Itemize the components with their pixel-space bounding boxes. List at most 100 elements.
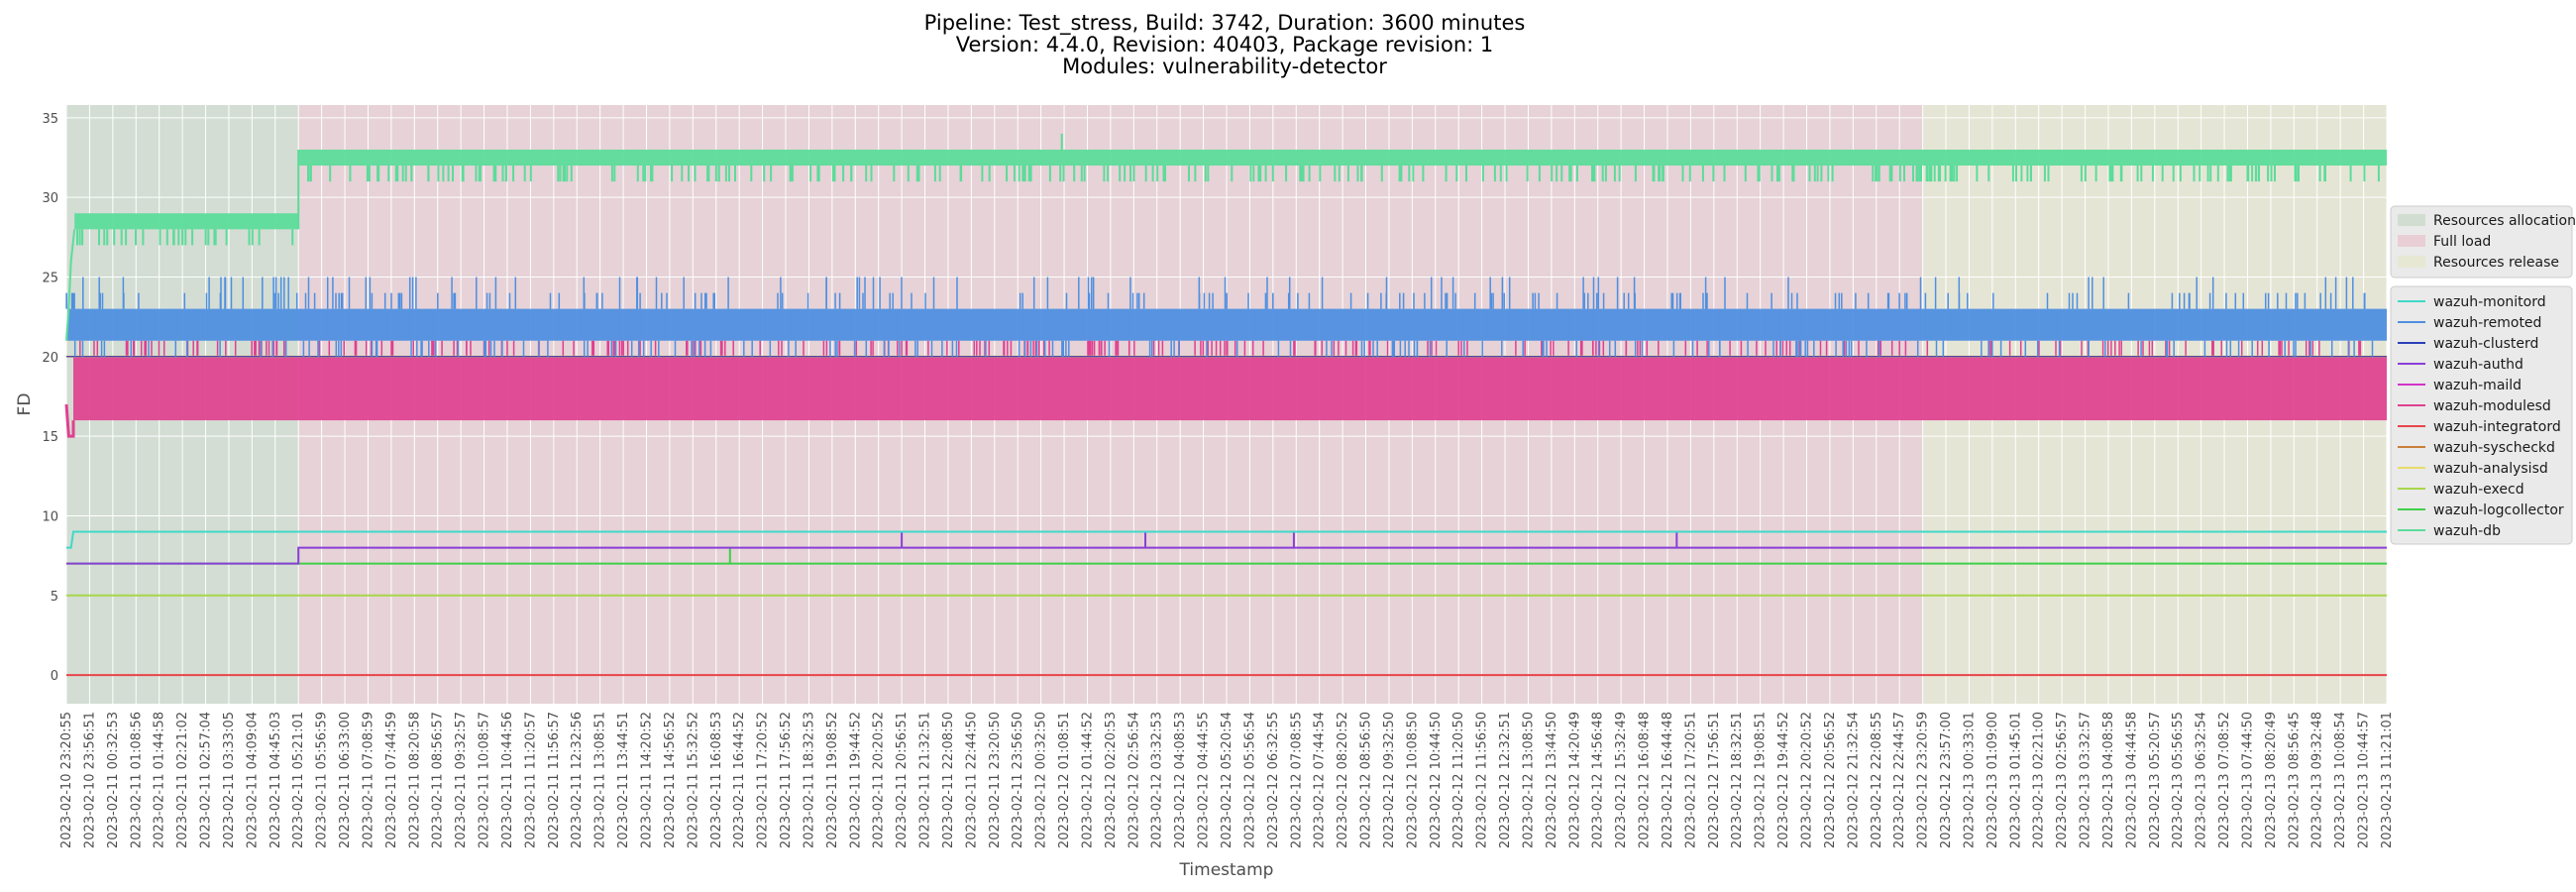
y-tick-label: 25: [42, 271, 58, 285]
x-tick-label: 2023-02-12 13:44:50: [1545, 712, 1559, 848]
series-band: [67, 308, 2388, 341]
series-legend: wazuh-monitord wazuh-remoted wazuh-cluster…: [2390, 285, 2573, 545]
x-tick-label: 2023-02-12 04:08:53: [1173, 712, 1188, 848]
x-tick-label: 2023-02-11 00:32:53: [106, 712, 121, 848]
x-tick-label: 2023-02-11 19:08:52: [825, 712, 840, 848]
x-tick-label: 2023-02-11 12:32:56: [570, 712, 585, 848]
series-band: [73, 356, 2388, 421]
phase-legend: Resources allocation Full load Resources r…: [2390, 205, 2576, 279]
x-tick-label: 2023-02-13 10:08:54: [2333, 712, 2348, 848]
x-tick-label: 2023-02-11 05:56:59: [315, 712, 330, 848]
x-tick-label: 2023-02-12 20:56:52: [1823, 712, 1838, 848]
phase-legend-swatch: [2398, 235, 2425, 247]
x-tick-label: 2023-02-11 13:44:51: [616, 712, 631, 848]
y-tick-labels: 0 5 10 15 20 25 30 35: [42, 112, 58, 684]
x-tick-label: 2023-02-12 16:44:48: [1661, 712, 1675, 848]
x-tick-label: 2023-02-12 00:32:50: [1034, 712, 1049, 848]
x-tick-label: 2023-02-11 05:21:01: [291, 712, 306, 848]
series-spikes: [76, 229, 294, 246]
x-tick-label: 2023-02-12 01:08:51: [1057, 712, 1072, 848]
x-tick-label: 2023-02-11 11:56:57: [547, 712, 562, 848]
chart-title: Pipeline: Test_stress, Build: 3742, Dura…: [924, 11, 1526, 78]
x-tick-label: 2023-02-12 06:32:55: [1266, 712, 1281, 848]
x-tick-label: 2023-02-12 05:56:54: [1242, 712, 1257, 848]
series-legend-label: wazuh-authd: [2433, 357, 2523, 373]
title-line-3: Modules: vulnerability-detector: [1062, 55, 1387, 78]
x-tick-label: 2023-02-13 01:09:00: [1986, 712, 2000, 848]
x-tick-label: 2023-02-11 04:09:04: [245, 712, 260, 848]
series-line: [65, 229, 76, 341]
series-spikes: [307, 166, 2380, 182]
x-tick-label: 2023-02-11 11:20:57: [523, 712, 538, 848]
series-legend-label: wazuh-modulesd: [2433, 398, 2551, 414]
x-tick-label: 2023-02-12 08:56:50: [1359, 712, 1374, 848]
x-tick-label: 2023-02-12 17:20:51: [1683, 712, 1698, 848]
x-tick-label: 2023-02-11 01:08:56: [129, 712, 144, 848]
series-legend-label: wazuh-syscheckd: [2433, 440, 2555, 456]
x-tick-label: 2023-02-13 02:21:00: [2032, 712, 2047, 848]
x-tick-label: 2023-02-11 15:32:52: [686, 712, 700, 848]
x-tick-label: 2023-02-12 09:32:50: [1382, 712, 1397, 848]
x-tick-label: 2023-02-12 10:44:50: [1429, 712, 1444, 848]
x-tick-label: 2023-02-11 23:20:50: [988, 712, 1003, 848]
x-tick-label: 2023-02-13 11:21:01: [2380, 712, 2395, 848]
phase-legend-label: Full load: [2433, 234, 2491, 250]
x-tick-label: 2023-02-12 08:20:52: [1336, 712, 1350, 848]
x-tick-label: 2023-02-11 04:45:03: [268, 712, 283, 848]
x-tick-label: 2023-02-11 14:56:52: [663, 712, 678, 848]
y-tick-label: 20: [42, 351, 58, 366]
x-tick-label: 2023-02-12 23:20:59: [1916, 712, 1931, 848]
series-legend-label: wazuh-monitord: [2433, 294, 2546, 310]
x-tick-label: 2023-02-11 13:08:51: [593, 712, 608, 848]
x-tick-label: 2023-02-12 20:20:52: [1800, 712, 1815, 848]
phase-legend-label: Resources allocation: [2433, 213, 2576, 229]
x-tick-label: 2023-02-11 22:08:50: [941, 712, 956, 848]
x-tick-label: 2023-02-12 22:08:55: [1870, 712, 1884, 848]
x-tick-label: 2023-02-13 03:32:57: [2079, 712, 2093, 848]
x-tick-label: 2023-02-12 16:08:48: [1638, 712, 1653, 848]
x-tick-label: 2023-02-13 04:44:58: [2124, 712, 2139, 848]
x-tick-label: 2023-02-12 23:57:00: [1939, 712, 1954, 848]
x-tick-label: 2023-02-11 16:08:53: [709, 712, 724, 848]
x-tick-label: 2023-02-12 19:44:52: [1776, 712, 1791, 848]
y-tick-label: 15: [42, 430, 58, 445]
x-tick-label: 2023-02-10 23:56:51: [82, 712, 97, 848]
x-tick-label: 2023-02-11 09:32:57: [454, 712, 469, 848]
x-tick-label: 2023-02-11 14:20:52: [640, 712, 655, 848]
series-legend-frame: [2390, 285, 2573, 545]
x-tick-label: 2023-02-13 09:32:48: [2310, 712, 2325, 848]
plot-area: [64, 105, 2388, 704]
series-lines: [64, 133, 2388, 677]
x-tick-label: 2023-02-12 18:32:51: [1730, 712, 1745, 848]
x-axis-label: Timestamp: [1179, 860, 1274, 880]
x-tick-label: 2023-02-13 10:44:57: [2357, 712, 2372, 848]
y-tick-label: 35: [42, 112, 58, 127]
series-spikes: [79, 340, 2362, 357]
x-tick-label: 2023-02-11 03:33:05: [222, 712, 237, 848]
x-tick-label: 2023-02-12 02:20:53: [1104, 712, 1119, 848]
x-tick-labels: 2023-02-10 23:20:55 2023-02-10 23:56:51 20…: [59, 712, 2395, 848]
x-tick-label: 2023-02-11 17:56:52: [779, 712, 794, 848]
x-tick-label: 2023-02-12 07:08:55: [1289, 712, 1304, 848]
phase-legend-frame: [2390, 205, 2573, 279]
series-legend-label: wazuh-remoted: [2433, 315, 2541, 331]
x-tick-label: 2023-02-12 10:08:50: [1405, 712, 1420, 848]
x-tick-label: 2023-02-11 19:44:52: [848, 712, 863, 848]
y-tick-label: 5: [51, 590, 58, 605]
x-tick-label: 2023-02-12 11:20:50: [1451, 712, 1466, 848]
series-legend-label: wazuh-clusterd: [2433, 336, 2538, 352]
series-band: [298, 149, 2388, 167]
x-tick-label: 2023-02-12 04:44:55: [1197, 712, 1212, 848]
x-tick-label: 2023-02-13 04:08:58: [2101, 712, 2116, 848]
x-tick-label: 2023-02-11 10:08:57: [478, 712, 492, 848]
series-legend-label: wazuh-execd: [2433, 482, 2524, 498]
x-tick-label: 2023-02-12 19:08:51: [1754, 712, 1769, 848]
phase-legend-label: Resources release: [2433, 255, 2559, 271]
y-tick-label: 10: [42, 509, 58, 524]
x-tick-label: 2023-02-11 16:44:52: [732, 712, 747, 848]
x-tick-label: 2023-02-11 20:56:51: [895, 712, 910, 848]
x-tick-label: 2023-02-12 13:08:50: [1521, 712, 1536, 848]
x-tick-label: 2023-02-12 01:44:52: [1080, 712, 1095, 848]
x-tick-label: 2023-02-12 14:20:49: [1567, 712, 1582, 848]
x-tick-label: 2023-02-12 12:32:51: [1498, 712, 1513, 848]
